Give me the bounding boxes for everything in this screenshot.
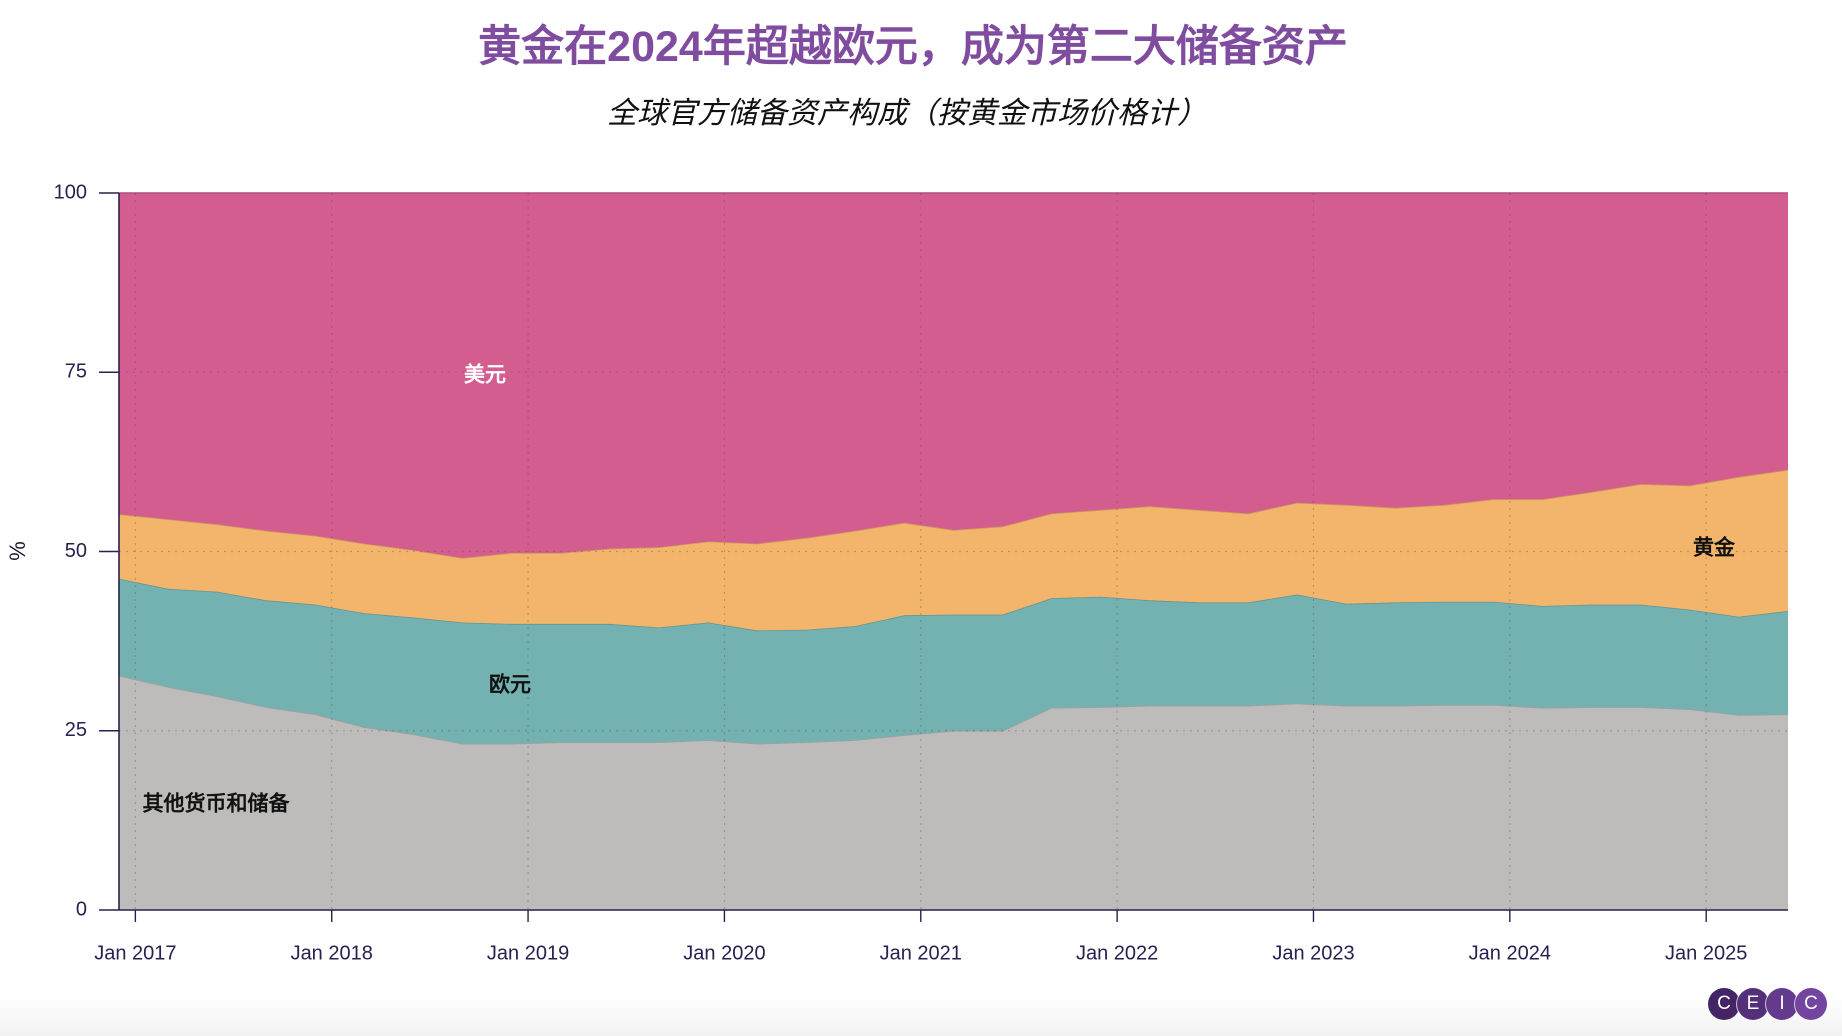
chart-subtitle: 全球官方储备资产构成（按黄金市场价格计） [607, 97, 1207, 130]
chart-title: 黄金在2024年超越欧元，成为第二大储备资产 [478, 23, 1348, 71]
x-tick-label: Jan 2021 [880, 942, 962, 964]
x-tick-label: Jan 2022 [1076, 942, 1158, 964]
series-labels: 其他货币和储备 欧元 黄金 美元 [143, 363, 1736, 816]
area-usd [119, 193, 1788, 558]
x-tick-label: Jan 2023 [1272, 942, 1354, 964]
x-tick-label: Jan 2019 [487, 942, 569, 964]
area-other [119, 675, 1788, 910]
logo-letter-c2: C [1795, 988, 1827, 1020]
y-tick-label: 75 [65, 361, 87, 383]
area-gold [119, 469, 1788, 631]
y-axis-title: % [5, 541, 30, 561]
stacked-areas [118, 192, 1789, 910]
footer-band [0, 996, 1842, 1036]
series-label-other: 其他货币和储备 [143, 792, 291, 816]
ceic-logo: C E I C [1708, 988, 1827, 1020]
series-label-euro: 欧元 [489, 673, 531, 697]
logo-letter-c: C [1708, 988, 1740, 1020]
x-tick-label: Jan 2025 [1665, 942, 1747, 964]
logo-letter-i: I [1766, 988, 1798, 1020]
series-label-usd: 美元 [464, 363, 506, 387]
gridlines [119, 193, 1788, 910]
logo-letter-e: E [1737, 988, 1769, 1020]
x-tick-label: Jan 2020 [683, 942, 765, 964]
series-label-gold: 黄金 [1693, 536, 1736, 560]
y-tick-label: 100 [54, 181, 87, 203]
y-tick-label: 50 [65, 540, 87, 562]
x-tick-label: Jan 2017 [94, 942, 176, 964]
area-euro [119, 578, 1788, 744]
y-tick-label: 0 [76, 898, 87, 920]
axes: 0 25 50 75 100 Jan 2017 Jan 2018 Jan 2019 Jan 20… [5, 181, 1788, 964]
y-tick-label: 25 [65, 719, 87, 741]
x-tick-label: Jan 2018 [291, 942, 373, 964]
x-tick-label: Jan 2024 [1469, 942, 1551, 964]
